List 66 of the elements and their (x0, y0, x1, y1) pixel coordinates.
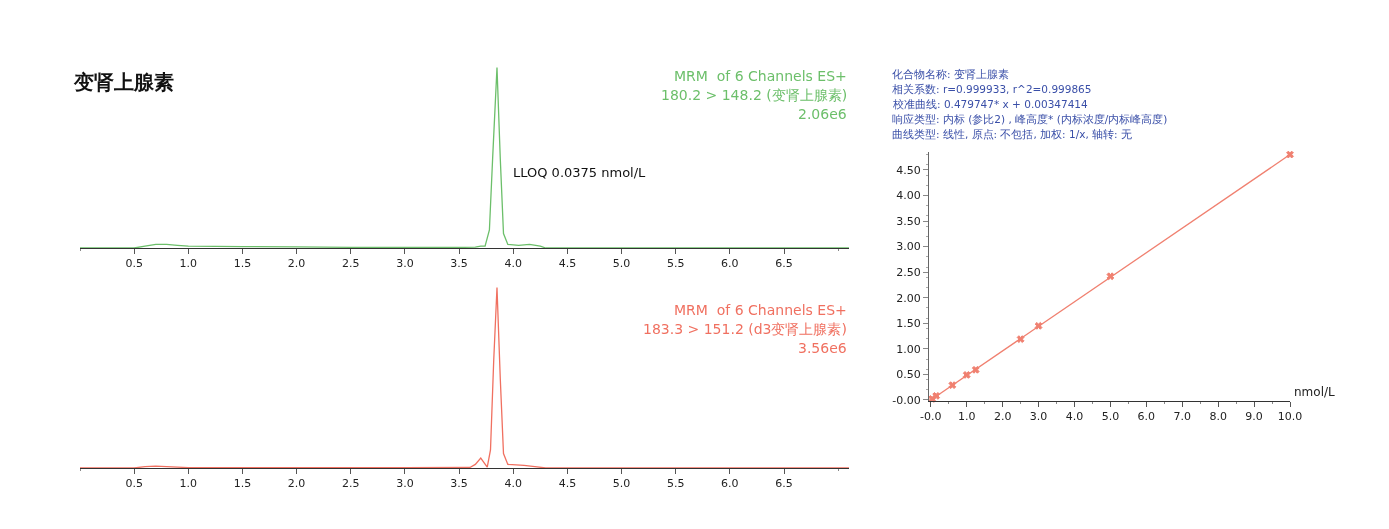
x-tick-label: 4.5 (558, 477, 577, 491)
x-tick-label: 0.5 (125, 477, 143, 491)
x-tick-label: 6.5 (775, 257, 793, 271)
x-tick-label: 5.0 (1101, 410, 1120, 424)
point (1286, 150, 1294, 159)
x-tick-label: 3.5 (450, 257, 468, 271)
y-tick-label: -0.00 (892, 393, 921, 407)
point (971, 365, 980, 374)
y-tick-label: 4.00 (896, 189, 921, 203)
x-tick-label: 5.5 (666, 477, 685, 491)
x-tick-label: 6.0 (721, 257, 739, 271)
x-tick-label: 3.0 (1029, 410, 1048, 424)
y-tick-label: 1.00 (896, 342, 921, 356)
y-tick-label: 3.00 (896, 240, 921, 254)
x-tick-label: 4.0 (504, 257, 522, 271)
x-tick-label: 6.5 (775, 477, 793, 491)
x-tick-label: 5.0 (612, 477, 631, 491)
x-tick-label: 5.0 (612, 257, 631, 271)
text: 曲线类型: 线性, 原点: 不包括, 加权: 1/x, 轴转: 无 (892, 128, 1132, 140)
annotation: 3.56e6 (798, 340, 847, 356)
x-tick-label: 0.5 (125, 257, 143, 271)
text: 校准曲线: 0.479747* x + 0.00347414 (892, 98, 1089, 110)
annotation: 183.3 > 151.2 (d3变肾上腺素) (643, 321, 847, 337)
x-tick-label: 1.5 (233, 257, 252, 271)
x-tick-label: 3.5 (450, 477, 468, 491)
x-tick-label: 5.5 (666, 257, 685, 271)
y-tick-label: 3.50 (896, 214, 921, 228)
x-tick-label: 1.5 (233, 477, 252, 491)
point (948, 381, 957, 390)
x-tick-label: 1.0 (179, 257, 198, 271)
x-axis-title: nmol/L (1294, 385, 1336, 399)
x-tick-label: 10.0 (1277, 410, 1303, 424)
y-tick-label: 0.50 (896, 368, 921, 382)
y-tick-label: 2.50 (896, 266, 921, 279)
x-tick-label: 6.0 (1137, 410, 1156, 424)
x-tick-label: 4.5 (558, 257, 577, 271)
x-tick-label: 1.0 (957, 410, 976, 424)
text: 化合物名称: 变肾上腺素 (892, 68, 1009, 80)
chart-title: 变肾上腺素 (72, 69, 174, 94)
x-tick-label: -0.0 (920, 410, 942, 424)
x-tick-label: 3.0 (396, 257, 414, 271)
annotation: 180.2 > 148.2 (变肾上腺素) (661, 87, 848, 103)
annotation: MRM of 6 Channels ES+ (674, 302, 847, 318)
y-tick-label: 4.50 (896, 163, 921, 177)
x-tick-label: 4.0 (504, 477, 522, 491)
x-tick-label: 2.0 (287, 257, 306, 271)
x-tick-label: 4.0 (1065, 410, 1084, 424)
y-tick-label: 2.00 (896, 291, 921, 305)
y-tick-label: 1.50 (896, 317, 921, 331)
point (1034, 321, 1043, 330)
x-tick-label: 6.0 (721, 477, 739, 491)
text: 响应类型: 内标 (参比2) , 峰高度* (内标浓度/内标峰高度) (892, 113, 1168, 125)
annotation: LLOQ 0.0375 nmol/L (513, 165, 647, 180)
x-tick-label: 8.0 (1209, 410, 1227, 424)
x-tick-label: 7.0 (1173, 410, 1191, 424)
x-tick-label: 2.5 (342, 257, 360, 271)
text: 相关系数: r=0.999933, r^2=0.999865 (892, 83, 1092, 95)
x-tick-label: 1.0 (179, 477, 198, 491)
x-tick-label: 2.0 (993, 410, 1012, 424)
x-tick-label: 9.0 (1245, 410, 1263, 424)
x-tick-label: 2.0 (287, 477, 306, 491)
x-tick-label: 3.0 (396, 477, 414, 491)
point (1016, 335, 1025, 344)
annotation: 2.06e6 (798, 106, 847, 122)
x-tick-label: 2.5 (342, 477, 360, 491)
annotation: MRM of 6 Channels ES+ (674, 68, 847, 84)
